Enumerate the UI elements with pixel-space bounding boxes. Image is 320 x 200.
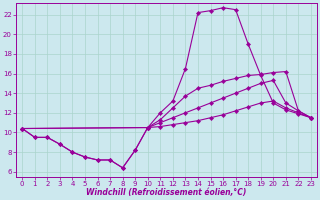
X-axis label: Windchill (Refroidissement éolien,°C): Windchill (Refroidissement éolien,°C) <box>86 188 247 197</box>
